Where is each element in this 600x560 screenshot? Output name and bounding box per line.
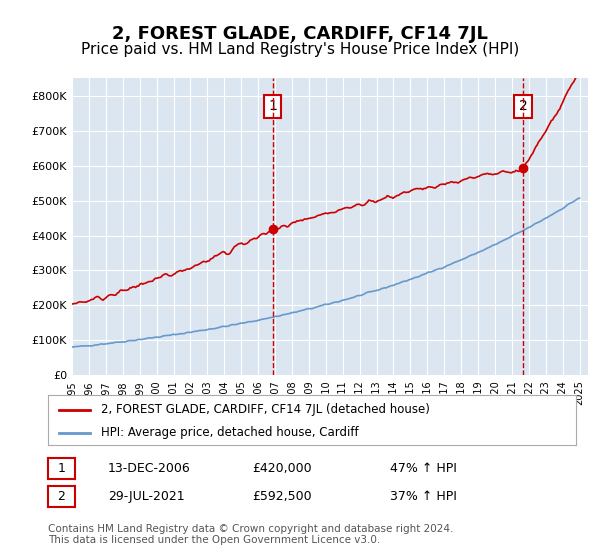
Text: 2: 2 bbox=[518, 99, 527, 113]
Text: 2: 2 bbox=[58, 489, 65, 503]
Text: £592,500: £592,500 bbox=[252, 489, 311, 503]
Text: 13-DEC-2006: 13-DEC-2006 bbox=[108, 461, 191, 475]
Text: 47% ↑ HPI: 47% ↑ HPI bbox=[390, 461, 457, 475]
Text: 29-JUL-2021: 29-JUL-2021 bbox=[108, 489, 185, 503]
Text: 2, FOREST GLADE, CARDIFF, CF14 7JL: 2, FOREST GLADE, CARDIFF, CF14 7JL bbox=[112, 25, 488, 43]
Text: 1: 1 bbox=[58, 461, 65, 475]
Text: HPI: Average price, detached house, Cardiff: HPI: Average price, detached house, Card… bbox=[101, 426, 358, 439]
Text: £420,000: £420,000 bbox=[252, 461, 311, 475]
Text: 37% ↑ HPI: 37% ↑ HPI bbox=[390, 489, 457, 503]
Text: Contains HM Land Registry data © Crown copyright and database right 2024.
This d: Contains HM Land Registry data © Crown c… bbox=[48, 524, 454, 545]
Text: 1: 1 bbox=[268, 99, 277, 113]
Text: Price paid vs. HM Land Registry's House Price Index (HPI): Price paid vs. HM Land Registry's House … bbox=[81, 42, 519, 57]
Text: 2, FOREST GLADE, CARDIFF, CF14 7JL (detached house): 2, FOREST GLADE, CARDIFF, CF14 7JL (deta… bbox=[101, 403, 430, 417]
